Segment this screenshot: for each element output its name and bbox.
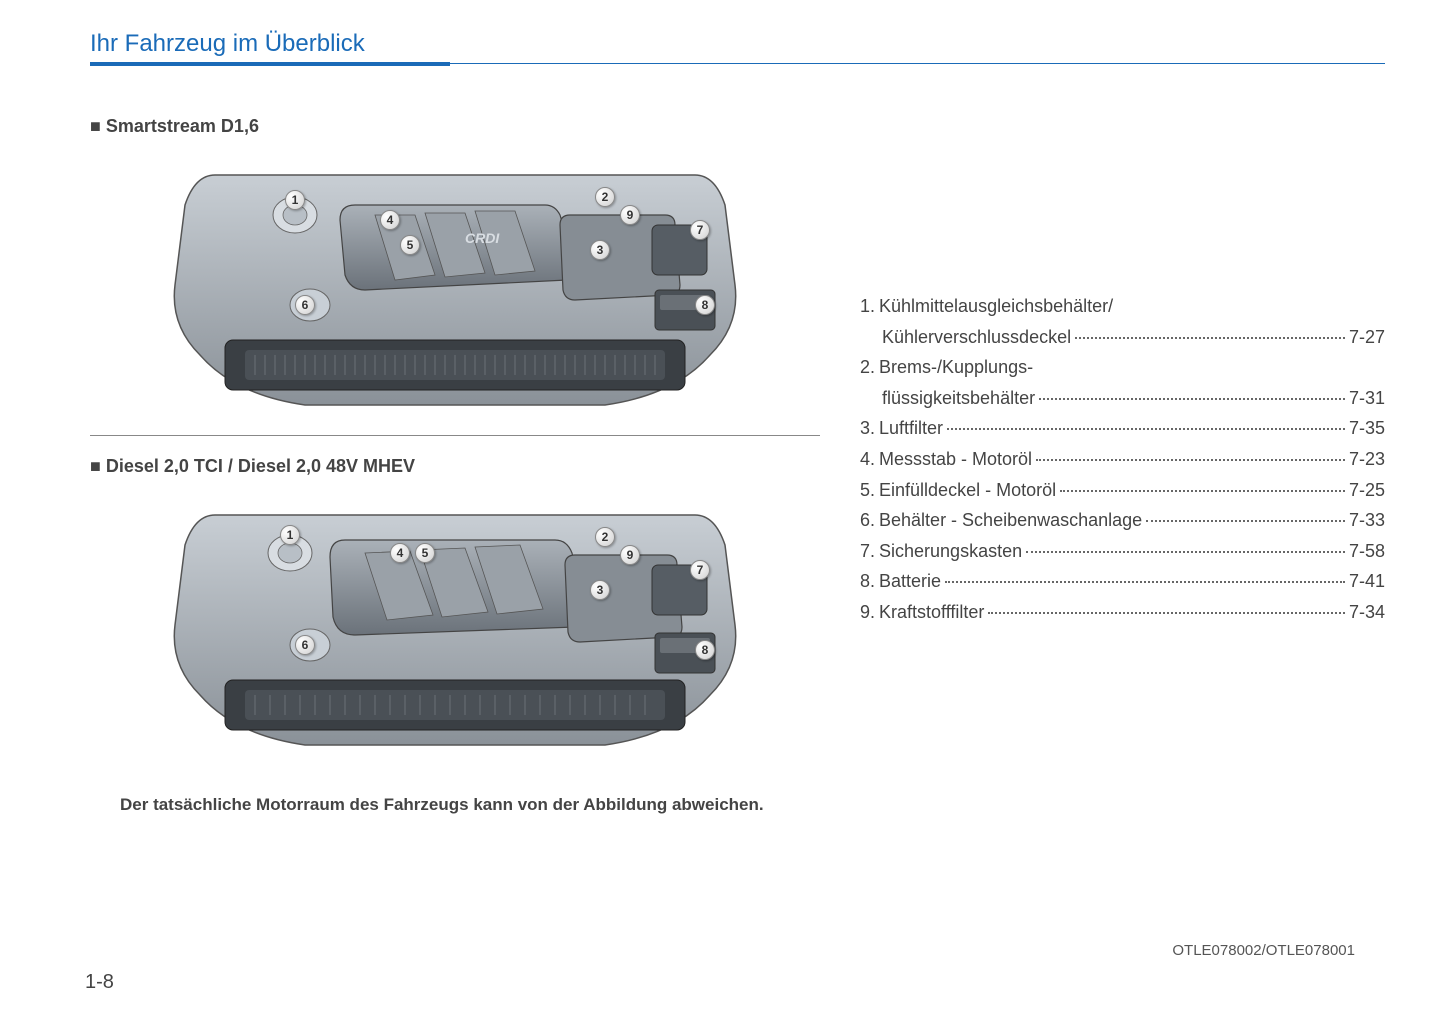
leader-dots (1036, 459, 1345, 461)
legend-number: 5. (860, 475, 875, 506)
callout-marker: 7 (690, 220, 710, 240)
legend-number: 3. (860, 413, 875, 444)
callout-marker: 3 (590, 580, 610, 600)
legend-page-ref: 7-41 (1349, 566, 1385, 597)
legend-label: flüssigkeitsbehälter (882, 383, 1035, 414)
legend-item: 9.Kraftstofffilter 7-34 (860, 597, 1385, 628)
legend-number: 6. (860, 505, 875, 536)
callout-marker: 6 (295, 635, 315, 655)
legend-list: 1.Kühlmittelausgleichsbehälter/Kühlerver… (860, 291, 1385, 628)
legend-page-ref: 7-27 (1349, 322, 1385, 353)
leader-dots (1060, 490, 1345, 492)
legend-page-ref: 7-31 (1349, 383, 1385, 414)
leader-dots (988, 612, 1345, 614)
engine-illustration-1: CRDI 1 2 3 45 6 7 8 9 (155, 145, 755, 415)
legend-item: 7.Sicherungskasten 7-58 (860, 536, 1385, 567)
legend-number: 7. (860, 536, 875, 567)
legend-label: Kraftstofffilter (879, 597, 984, 628)
engine-title-1: Smartstream D1,6 (90, 116, 820, 137)
svg-text:CRDI: CRDI (465, 230, 500, 246)
legend-number: 8. (860, 566, 875, 597)
leader-dots (1075, 337, 1345, 339)
legend-page-ref: 7-23 (1349, 444, 1385, 475)
page-header: Ihr Fahrzeug im Überblick (90, 30, 1385, 66)
legend-item: flüssigkeitsbehälter 7-31 (860, 383, 1385, 414)
legend-page-ref: 7-35 (1349, 413, 1385, 444)
legend-label: Brems-/Kupplungs- (879, 352, 1033, 383)
legend-label: Luftfilter (879, 413, 943, 444)
legend-label: Batterie (879, 566, 941, 597)
engine-diagram-icon (155, 485, 755, 755)
legend-item: 1.Kühlmittelausgleichsbehälter/ (860, 291, 1385, 322)
callout-marker: 4 (380, 210, 400, 230)
callout-marker: 7 (690, 560, 710, 580)
header-rule-thin (450, 63, 1385, 64)
legend-page-ref: 7-34 (1349, 597, 1385, 628)
leader-dots (947, 428, 1345, 430)
page-number: 1-8 (85, 971, 114, 994)
callout-marker: 4 (390, 543, 410, 563)
legend-item: 4.Messstab - Motoröl 7-23 (860, 444, 1385, 475)
engine-section-1: Smartstream D1,6 (90, 116, 820, 415)
legend-item: 3.Luftfilter 7-35 (860, 413, 1385, 444)
legend-page-ref: 7-58 (1349, 536, 1385, 567)
page-title: Ihr Fahrzeug im Überblick (90, 30, 365, 66)
legend-label: Messstab - Motoröl (879, 444, 1032, 475)
callout-marker: 2 (595, 527, 615, 547)
callout-marker: 9 (620, 205, 640, 225)
engine-diagram-icon: CRDI (155, 145, 755, 415)
legend-item: 6.Behälter - Scheibenwaschanlage 7-33 (860, 505, 1385, 536)
legend-item: 5.Einfülldeckel - Motoröl 7-25 (860, 475, 1385, 506)
leader-dots (945, 581, 1345, 583)
callout-marker: 8 (695, 640, 715, 660)
engine-illustration-2: 1 2 3 45 6 7 8 9 (155, 485, 755, 755)
engine-title-2: Diesel 2,0 TCI / Diesel 2,0 48V MHEV (90, 456, 820, 477)
legend-label: Kühlerverschlussdeckel (882, 322, 1071, 353)
callout-marker: 1 (280, 525, 300, 545)
callout-marker: 9 (620, 545, 640, 565)
header-rule-thick (90, 62, 450, 66)
legend-label: Behälter - Scheibenwaschanlage (879, 505, 1142, 536)
section-divider (90, 435, 820, 436)
callout-marker: 5 (400, 235, 420, 255)
legend-item: 2.Brems-/Kupplungs- (860, 352, 1385, 383)
callout-marker: 1 (285, 190, 305, 210)
legend-number: 9. (860, 597, 875, 628)
leader-dots (1039, 398, 1345, 400)
legend-page-ref: 7-33 (1349, 505, 1385, 536)
legend-page-ref: 7-25 (1349, 475, 1385, 506)
callout-marker: 6 (295, 295, 315, 315)
engine-section-2: Diesel 2,0 TCI / Diesel 2,0 48V MHEV (90, 456, 820, 755)
disclaimer-text: Der tatsächliche Motorraum des Fahrzeugs… (120, 795, 820, 815)
image-reference-code: OTLE078002/OTLE078001 (1172, 942, 1355, 959)
legend-item: Kühlerverschlussdeckel 7-27 (860, 322, 1385, 353)
legend-label: Einfülldeckel - Motoröl (879, 475, 1056, 506)
legend-label: Kühlmittelausgleichsbehälter/ (879, 291, 1113, 322)
legend-label: Sicherungskasten (879, 536, 1022, 567)
legend-number: 1. (860, 291, 875, 322)
legend-number: 2. (860, 352, 875, 383)
leader-dots (1026, 551, 1345, 553)
callout-marker: 8 (695, 295, 715, 315)
callout-marker: 3 (590, 240, 610, 260)
leader-dots (1146, 520, 1345, 522)
legend-item: 8.Batterie 7-41 (860, 566, 1385, 597)
callout-marker: 5 (415, 543, 435, 563)
callout-marker: 2 (595, 187, 615, 207)
legend-number: 4. (860, 444, 875, 475)
